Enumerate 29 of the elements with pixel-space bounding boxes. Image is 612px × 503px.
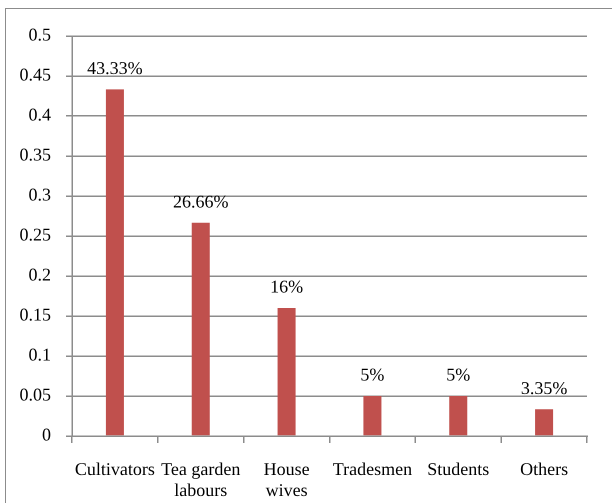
y-tick-label: 0.1 bbox=[28, 344, 51, 365]
x-tick-label: Cultivators bbox=[74, 459, 155, 480]
y-tick-label: 0 bbox=[42, 424, 51, 445]
y-tick-label: 0.05 bbox=[20, 384, 51, 405]
x-tick-label: Others bbox=[520, 459, 568, 480]
bar bbox=[363, 396, 382, 436]
data-label: 26.66% bbox=[173, 191, 228, 212]
y-tick-label: 0.35 bbox=[20, 144, 51, 165]
data-label: 43.33% bbox=[87, 58, 143, 78]
y-tick-label: 0.4 bbox=[28, 104, 51, 125]
y-tick-label: 0.45 bbox=[20, 64, 51, 85]
y-tick-label: 0.25 bbox=[20, 224, 51, 245]
data-label: 5% bbox=[360, 364, 384, 385]
y-tick-label: 0.5 bbox=[28, 24, 51, 45]
y-tick-label: 0.3 bbox=[28, 184, 51, 205]
bar bbox=[278, 308, 296, 436]
bar bbox=[106, 89, 124, 436]
x-tick-label: Tradesmen bbox=[332, 459, 412, 480]
x-tick-label: House wives bbox=[264, 459, 310, 500]
data-label: 16% bbox=[270, 276, 304, 297]
x-tick-label: Tea garden labours bbox=[161, 459, 240, 500]
y-tick-label: 0.2 bbox=[28, 264, 51, 285]
bar bbox=[449, 396, 468, 436]
bar bbox=[192, 222, 210, 436]
x-tick-label: Students bbox=[427, 459, 490, 480]
y-tick-label: 0.15 bbox=[20, 304, 51, 325]
data-label: 3.35% bbox=[520, 378, 568, 398]
bar bbox=[535, 409, 554, 436]
data-label: 5% bbox=[446, 364, 470, 385]
